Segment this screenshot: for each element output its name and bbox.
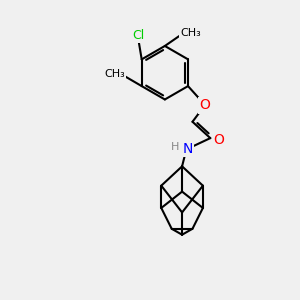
Text: O: O bbox=[213, 133, 224, 147]
Text: Cl: Cl bbox=[133, 29, 145, 42]
Text: H: H bbox=[170, 142, 179, 152]
Text: O: O bbox=[200, 98, 210, 112]
Text: N: N bbox=[182, 142, 193, 155]
Text: CH₃: CH₃ bbox=[104, 69, 125, 79]
Text: CH₃: CH₃ bbox=[180, 28, 201, 38]
